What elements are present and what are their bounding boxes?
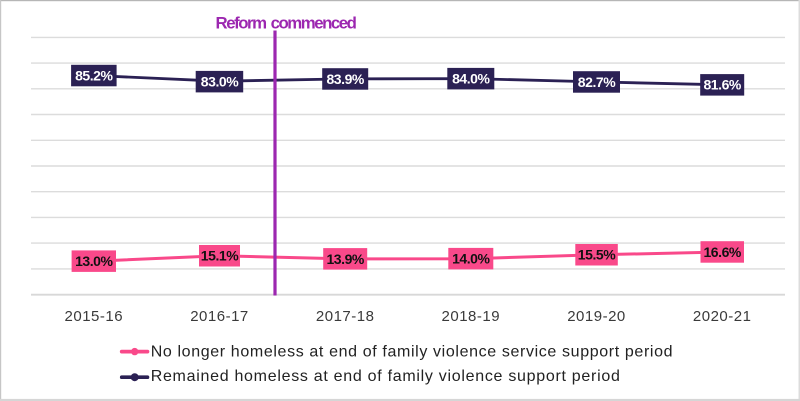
svg-text:83.0%: 83.0% <box>201 74 239 90</box>
svg-text:2015-16: 2015-16 <box>65 308 124 325</box>
svg-text:Reform commenced: Reform commenced <box>216 14 357 33</box>
svg-text:2018-19: 2018-19 <box>442 308 501 325</box>
svg-text:83.9%: 83.9% <box>326 71 364 87</box>
svg-text:15.1%: 15.1% <box>201 248 239 264</box>
svg-text:2016-17: 2016-17 <box>190 308 249 325</box>
svg-text:2020-21: 2020-21 <box>693 308 752 325</box>
svg-text:16.6%: 16.6% <box>703 244 741 260</box>
svg-text:2019-20: 2019-20 <box>567 308 626 325</box>
svg-text:13.0%: 13.0% <box>75 253 113 269</box>
svg-text:14.0%: 14.0% <box>452 251 490 267</box>
svg-text:15.5%: 15.5% <box>578 247 616 263</box>
svg-text:Remained homeless at end of fa: Remained homeless at end of family viole… <box>151 368 621 385</box>
svg-text:No longer homeless at end of f: No longer homeless at end of family viol… <box>151 343 673 360</box>
svg-text:2017-18: 2017-18 <box>316 308 375 325</box>
svg-text:82.7%: 82.7% <box>578 74 616 90</box>
svg-text:81.6%: 81.6% <box>703 77 741 93</box>
svg-text:85.2%: 85.2% <box>75 68 113 84</box>
svg-text:84.0%: 84.0% <box>452 71 490 87</box>
svg-text:13.9%: 13.9% <box>326 251 364 267</box>
